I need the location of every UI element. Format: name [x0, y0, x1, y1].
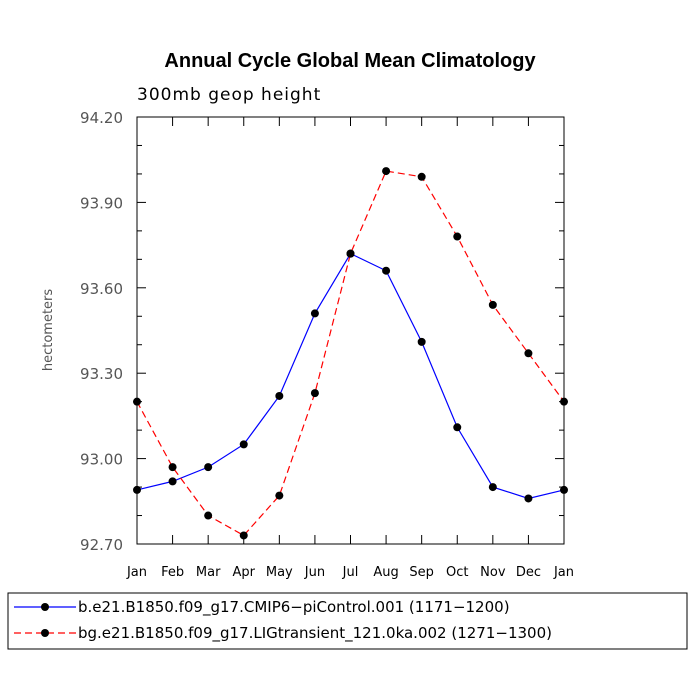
series-1-point: [275, 391, 284, 400]
legend-box: [7, 592, 688, 650]
x-tick-label: Aug: [373, 565, 398, 580]
x-tick-label: Nov: [480, 565, 506, 580]
x-tick-label: Jul: [342, 565, 359, 580]
series-1-point: [310, 309, 319, 318]
series-layer: [133, 167, 568, 540]
series-2-point: [524, 349, 533, 358]
series-1-point: [560, 485, 568, 494]
x-tick-label: Jan: [553, 565, 574, 580]
x-tick-label: Apr: [233, 565, 256, 580]
y-tick-label: 93.00: [80, 451, 123, 469]
series-2-point: [560, 397, 568, 406]
series-2-point: [310, 389, 319, 398]
x-tick-label: Oct: [446, 565, 468, 580]
y-tick-label: 92.70: [80, 536, 123, 554]
legend-marker-2: [41, 629, 49, 637]
x-tick-label: Sep: [409, 565, 434, 580]
y-tick-label: 93.60: [80, 280, 123, 298]
y-tick-label: 93.30: [80, 365, 123, 383]
series-1-point: [453, 423, 462, 432]
legend-label-1: b.e21.B1850.f09_g17.CMIP6−piControl.001 …: [78, 598, 510, 617]
y-axis-label: hectometers: [41, 289, 56, 372]
y-tick-label: 93.90: [80, 194, 123, 212]
x-ticks: Jan Feb Mar Apr May Jun Jul Aug Sep Oct Nov Dec Jan: [126, 117, 574, 580]
x-tick-label: Feb: [161, 565, 184, 580]
series-line-2: [136, 170, 565, 537]
x-tick-label: Mar: [196, 565, 221, 580]
series-2-point: [168, 463, 177, 472]
series-1-point: [417, 337, 426, 346]
x-tick-label: Jan: [126, 565, 147, 580]
x-tick-label: May: [266, 565, 293, 580]
series-2-point: [275, 491, 284, 500]
series-1-point: [382, 266, 391, 275]
series-1-point: [524, 494, 533, 503]
series-1-point: [133, 485, 141, 494]
series-1-point: [168, 477, 177, 486]
y-ticks: 92.70 93.00 93.30 93.60 93.90 94.20: [80, 109, 564, 554]
x-tick-label: Jun: [304, 565, 325, 580]
legend-label-2: bg.e21.B1850.f09_g17.LIGtransient_121.0k…: [78, 624, 552, 643]
plot-frame: [136, 116, 565, 545]
legend: b.e21.B1850.f09_g17.CMIP6−piControl.001 …: [14, 598, 552, 643]
legend-marker-1: [41, 603, 49, 611]
series-1-point: [204, 463, 213, 472]
series-2-point: [346, 249, 355, 258]
series-1-point: [488, 483, 497, 492]
series-2-point: [133, 397, 141, 406]
chart-title: Annual Cycle Global Mean Climatology: [164, 50, 536, 72]
series-2-point: [382, 167, 391, 176]
series-2-point: [239, 531, 248, 540]
y-tick-label: 94.20: [80, 109, 123, 127]
series-1-point: [239, 440, 248, 449]
series-line-1: [136, 252, 565, 500]
series-2-point: [453, 232, 462, 241]
x-tick-label: Dec: [516, 565, 541, 580]
series-2-point: [417, 172, 426, 181]
series-2-point: [488, 300, 497, 309]
series-2-point: [204, 511, 213, 520]
chart-subtitle: 300mb geop height: [137, 85, 321, 105]
